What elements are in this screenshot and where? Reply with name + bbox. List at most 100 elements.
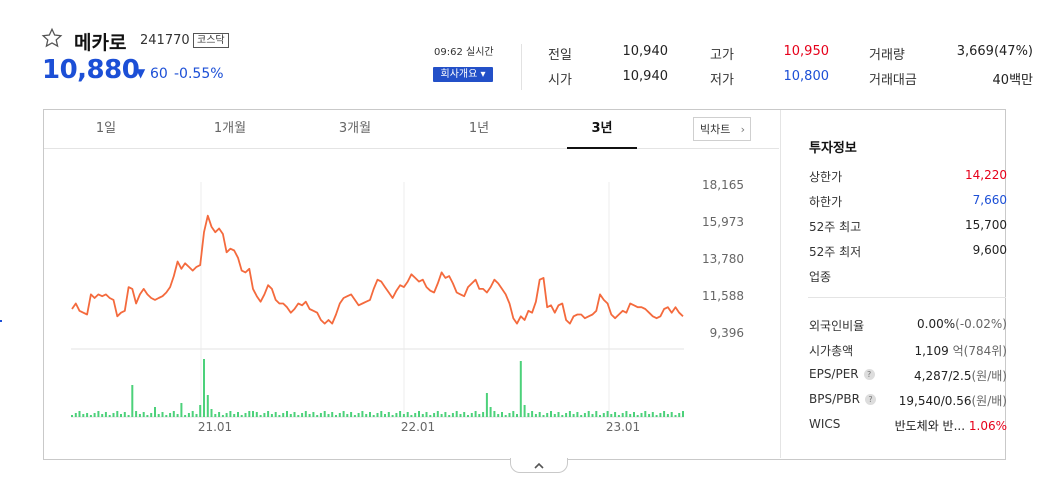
volume-bar <box>225 413 228 417</box>
foreign-ratio-change: (-0.02%) <box>955 317 1007 331</box>
volume-bar <box>112 413 115 417</box>
volume-bar <box>591 414 594 417</box>
volume-bar <box>195 414 198 417</box>
tab-1month[interactable]: 1개월 <box>213 121 247 136</box>
volume-bar <box>470 413 473 417</box>
foreign-ratio-label: 외국인비율 <box>809 319 865 333</box>
volume-bar <box>376 413 379 417</box>
volume-bar <box>191 411 194 417</box>
volume-bar <box>599 415 601 417</box>
volume-bar <box>391 415 394 417</box>
x-tick-label: 21.01 <box>198 420 232 434</box>
volume-bar <box>101 414 104 417</box>
volume-bar <box>127 415 130 417</box>
volume-bar <box>406 412 409 417</box>
price-change-pct: -0.55% <box>174 66 224 82</box>
volume-bar <box>414 413 417 417</box>
volume-bar <box>493 411 496 417</box>
volume-bar <box>440 414 443 417</box>
wics-sector[interactable]: 반도체와 반... <box>894 419 966 433</box>
volume-bar <box>666 414 669 417</box>
high-52w-label: 52주 최고 <box>809 220 862 234</box>
volume-bar <box>606 411 609 417</box>
volume-bar <box>316 415 319 417</box>
market-cap: 1,109 <box>914 344 949 358</box>
prev-close-label: 전일 <box>548 48 572 63</box>
volume-bar <box>512 411 515 417</box>
volume-bar <box>670 412 673 417</box>
volume-bar <box>361 411 364 417</box>
volume-bar <box>286 411 288 417</box>
volume-bar <box>104 412 107 417</box>
volume-bar <box>519 361 522 417</box>
volume-bar <box>682 411 684 417</box>
volume-bar <box>150 413 153 417</box>
chevron-right-icon: › <box>740 123 745 136</box>
volume-bar <box>331 412 334 417</box>
volume-bar <box>418 411 420 417</box>
volume-bar <box>169 413 172 417</box>
volume-bar <box>583 413 586 417</box>
volume-bar <box>259 415 262 417</box>
volume-bar <box>221 415 224 417</box>
volume-bar <box>304 411 307 417</box>
chevron-up-icon <box>534 462 544 469</box>
volume-bar <box>557 412 560 417</box>
volume-bar <box>353 415 356 417</box>
volume-bar <box>648 414 651 417</box>
volume-bar <box>644 411 647 417</box>
volume-bar <box>252 411 254 417</box>
volume-bar <box>142 412 145 417</box>
lower-limit-label: 하한가 <box>809 195 843 209</box>
volume-bar <box>565 413 568 417</box>
volume-bar <box>229 411 232 417</box>
industry-label: 업종 <box>809 270 832 284</box>
eps-per: 4,287/2.5 <box>914 369 972 383</box>
volume-bar <box>572 414 575 417</box>
open-label: 시가 <box>548 73 572 88</box>
volume-bar <box>297 415 300 417</box>
volume-bar <box>74 413 77 417</box>
volume-bar <box>478 414 481 417</box>
tab-3year[interactable]: 3년 <box>567 110 637 149</box>
volume-bar <box>78 411 81 417</box>
big-chart-button[interactable]: 빅차트 › <box>693 117 751 141</box>
volume-bar <box>602 413 605 417</box>
volume-bar <box>338 413 341 417</box>
volume-bar <box>425 412 428 417</box>
price-series-line <box>71 214 684 325</box>
realtime-label: 09:62 실시간 <box>434 47 494 58</box>
marker-dot <box>0 320 2 322</box>
tab-1day[interactable]: 1일 <box>95 121 117 136</box>
lower-limit-value: 7,660 <box>972 193 1007 207</box>
wics-label: WICS <box>809 417 841 431</box>
open-value: 10,940 <box>622 69 669 84</box>
y-tick-label: 18,165 <box>702 178 744 192</box>
y-tick-label: 15,973 <box>702 215 744 229</box>
volume-value: 3,669(47%) <box>956 44 1033 59</box>
collapse-toggle[interactable] <box>510 458 568 473</box>
volume-bar <box>82 414 85 417</box>
volume-bar <box>206 395 209 417</box>
help-icon[interactable]: ? <box>864 394 876 405</box>
volume-bar <box>274 412 277 417</box>
upper-limit-label: 상한가 <box>809 170 843 184</box>
volume-bar <box>372 415 375 417</box>
volume-bar <box>346 414 349 417</box>
volume-bar <box>436 411 439 417</box>
company-overview-button[interactable]: 회사개요 ▾ <box>433 67 493 82</box>
tab-3month[interactable]: 3개월 <box>338 121 372 136</box>
help-icon[interactable]: ? <box>863 369 875 380</box>
volume-bar <box>357 413 360 417</box>
favorite-star-icon[interactable] <box>41 27 63 49</box>
volume-bar <box>120 414 122 417</box>
volume-bar <box>550 411 552 417</box>
volume-bar <box>629 414 632 417</box>
volume-bar <box>659 413 662 417</box>
volume-bar <box>233 414 236 417</box>
volume-bar <box>663 411 666 417</box>
tab-1year[interactable]: 1년 <box>468 121 490 136</box>
y-tick-label: 9,396 <box>710 326 744 340</box>
bps-pbr-value: 19,540/0.56(원/배) <box>899 392 1007 409</box>
market-cap-value: 1,109 억(784위) <box>914 342 1007 359</box>
